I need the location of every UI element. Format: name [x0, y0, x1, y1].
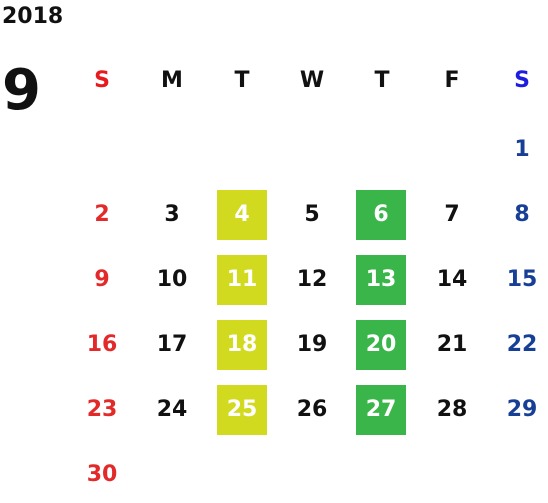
- day-cell[interactable]: 21: [436, 332, 468, 357]
- day-cell[interactable]: 15: [506, 267, 538, 292]
- day-cell-highlighted[interactable]: 13: [356, 255, 406, 305]
- weekday-wednesday: W: [299, 68, 325, 93]
- day-cell[interactable]: 8: [514, 202, 530, 227]
- day-cell[interactable]: 22: [506, 332, 538, 357]
- day-cell-highlighted[interactable]: 4: [217, 190, 267, 240]
- day-cell-highlighted[interactable]: 20: [356, 320, 406, 370]
- day-cell[interactable]: 30: [86, 462, 118, 487]
- weekday-friday: F: [444, 68, 460, 93]
- day-cell[interactable]: 3: [164, 202, 180, 227]
- day-cell[interactable]: 2: [94, 202, 110, 227]
- day-cell[interactable]: 12: [296, 267, 328, 292]
- day-cell[interactable]: 16: [86, 332, 118, 357]
- day-cell[interactable]: 5: [304, 202, 320, 227]
- weekday-tuesday: T: [234, 68, 250, 93]
- year-label: 2018: [2, 4, 64, 29]
- day-cell-highlighted[interactable]: 25: [217, 385, 267, 435]
- day-cell-highlighted[interactable]: 27: [356, 385, 406, 435]
- day-cell[interactable]: 23: [86, 397, 118, 422]
- weekday-thursday: T: [374, 68, 390, 93]
- day-cell-highlighted[interactable]: 18: [217, 320, 267, 370]
- day-cell[interactable]: 26: [296, 397, 328, 422]
- day-cell[interactable]: 7: [444, 202, 460, 227]
- day-cell-highlighted[interactable]: 11: [217, 255, 267, 305]
- day-cell-highlighted[interactable]: 6: [356, 190, 406, 240]
- weekday-saturday: S: [514, 68, 530, 93]
- day-cell[interactable]: 9: [94, 267, 110, 292]
- month-number: 9: [2, 58, 41, 123]
- day-cell[interactable]: 1: [514, 137, 530, 162]
- weekday-monday: M: [161, 68, 183, 93]
- day-cell[interactable]: 17: [156, 332, 188, 357]
- day-cell[interactable]: 28: [436, 397, 468, 422]
- day-cell[interactable]: 19: [296, 332, 328, 357]
- weekday-sunday: S: [94, 68, 110, 93]
- day-cell[interactable]: 29: [506, 397, 538, 422]
- day-cell[interactable]: 24: [156, 397, 188, 422]
- day-cell[interactable]: 10: [156, 267, 188, 292]
- day-cell[interactable]: 14: [436, 267, 468, 292]
